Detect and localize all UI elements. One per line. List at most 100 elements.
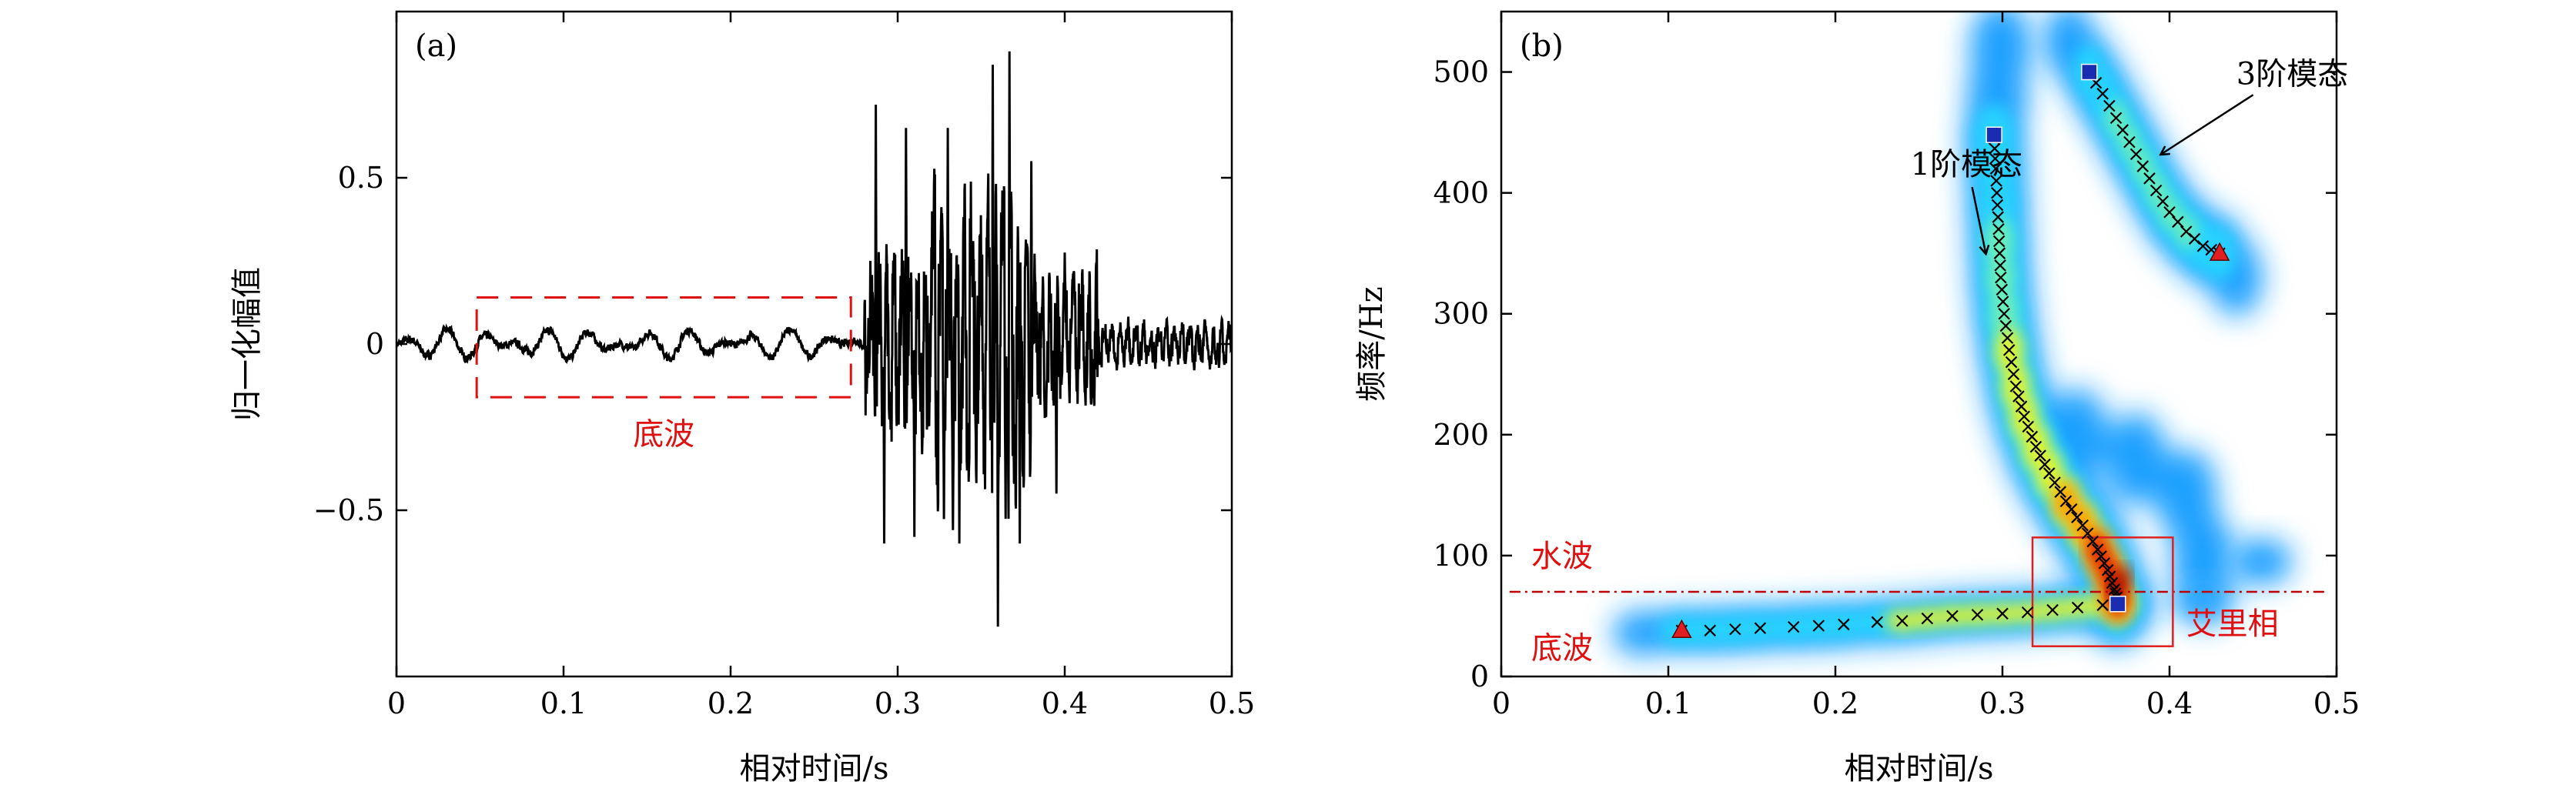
mode-1-ridge-point [1989,142,2001,155]
ground-wave-ridge-point [1871,616,1884,629]
mode-end-triangle-marker [2209,242,2230,261]
mode-3-ridge-point [2172,215,2184,229]
mode-1-ridge-point [2081,527,2094,539]
waveform-panel: 底波 0 0.1 0.2 0.3 0.4 0.5 −0.5 0 0.5 (a) 相对时间/s 归… [229,10,1255,787]
waveform-y-tick-label: 0 [366,327,384,361]
ground-wave-ridge-point [1838,618,1850,631]
waveform-trace-group [396,51,1232,627]
dispersion-y-tick-label: 100 [1433,539,1489,573]
panel-label-b: (b) [1520,28,1564,64]
dispersion-y-tick-label: 400 [1433,176,1489,210]
panel-label-a: (a) [415,28,457,64]
mode-1-ridge-point [2059,495,2073,507]
dispersion-y-tick-label: 0 [1470,660,1489,693]
mode-1-ridge-point [2103,570,2116,583]
mode-1-ridge-point [2001,332,2014,344]
mode-3-ridge-point [2109,112,2123,125]
mode-3-ridge-point [2149,184,2163,197]
mode-1-ridge-point [1999,319,2012,332]
mode-1-ridge-point [2007,368,2020,381]
mode-1-ridge-point [2022,420,2035,433]
ground-wave-halo-blob [2230,538,2293,585]
ground-wave-ridge-point [2096,599,2109,612]
mode-3-ridge-point [2163,205,2176,219]
mode-1-ridge-point [2091,543,2104,556]
mode-1-ridge-point [1990,186,2003,199]
ground-wave-ridge-point [1971,609,1984,621]
mode-1-ridge-point [2005,356,2018,369]
mode-1-ridge-point [2106,576,2119,590]
mode-1-ridge-point [2042,467,2056,479]
mode-1-ridge-point [1989,152,2002,165]
dispersion-y-tick-label: 200 [1433,418,1489,452]
mode-1-ridge-point [2034,449,2046,462]
ground-wave-ridge-point [1729,623,1741,636]
ground-wave-ridge-point [1754,622,1767,634]
ground-wave-ridge-point [1896,614,1909,627]
dispersion-annotation-label: 1阶模态 [1911,147,2022,182]
mode-1-halo-blob [2105,413,2167,506]
dispersion-y-tick-label: 500 [1433,55,1489,89]
ground-wave-ridge-point [2046,603,2059,616]
waveform-x-tick-label: 0.3 [875,686,921,720]
mode-1-ridge-point [2015,400,2028,413]
mode-1-ridge-point [2026,430,2039,443]
time-frequency-heatmap [1612,12,2293,656]
ground-wave-ridge-point [1787,620,1800,633]
mode-3-ridge-point [2123,135,2136,149]
waveform-axes: 0 0.1 0.2 0.3 0.4 0.5 −0.5 0 0.5 [313,10,1255,720]
mode-1-ridge-point [1989,162,2002,175]
mode-1-ridge-point [2101,563,2114,576]
mode-start-square-marker [1986,126,2002,143]
waveform-y-tick-label: −0.5 [313,493,384,527]
airy-peak-blob [2115,566,2131,589]
mode-start-square-marker [2109,595,2126,613]
ground-wave-halo-blob [1612,610,1674,656]
dispersion-x-tick-label: 0.3 [1979,686,2026,720]
mode-1-ridge-point [1993,247,2006,259]
ground-wave-box [475,296,852,399]
mode-1-ridge-point [2071,511,2083,523]
dispersion-x-axis-title: 相对时间/s [1844,751,1993,787]
mode-1-ridge-point [2018,410,2030,423]
dispersion-x-tick-label: 0.2 [1812,686,1858,720]
mode-1-ridge-point [2108,583,2121,596]
waveform-x-tick-label: 0 [387,686,406,720]
mode-1-ridge-point [1992,222,2005,235]
dispersion-annotation-label: 底波 [1531,630,1593,666]
ground-wave-ridge-point [2071,601,2084,614]
mode-3-ridge-point [2096,88,2109,100]
mode-1-ridge-point [1996,296,2009,308]
mode-3-ridge-point [2103,99,2116,112]
ground-wave-ridge-point [1704,624,1717,637]
ground-wave-label: 底波 [633,417,694,453]
ground-wave-ridge-point [1946,610,1959,623]
ground-wave-ridge-point [1996,607,2009,620]
dispersion-y-axis-title: 频率/Hz [1354,286,1390,401]
mode-endpoint-markers [1671,63,2230,639]
dispersion-annotation-label: 3阶模态 [2236,56,2348,92]
mode-start-square-marker [2081,63,2098,81]
mode-1-ridge-point [1992,235,2006,248]
waveform-x-tick-label: 0.5 [1209,686,1255,720]
mode-1-ridge-point [1998,307,2010,320]
mode-1-ridge-point [2054,486,2067,498]
dispersion-annotation-label: 艾里相 [2186,606,2279,642]
waveform-y-axis-title: 归一化幅值 [229,267,265,421]
mode-3-ridge-point [2156,195,2170,208]
mode-3-ridge-point [2129,148,2143,161]
dispersion-annotation-arrow [2161,94,2254,154]
waveform-x-tick-label: 0.2 [708,686,754,720]
mode-1-ridge-point [2009,380,2022,392]
dispersion-x-tick-label: 0 [1492,686,1510,720]
mode-1-ridge-point [1990,175,2002,187]
airy-phase-box [2031,536,2174,647]
mode-1-ridge-point [1992,211,2004,223]
mode-1-ridge-point [1995,271,2007,284]
waveform-y-tick-label: 0.5 [338,161,384,195]
mode-1-ridge-point [1996,283,2009,296]
dispersion-annotation-arrow [1971,186,1986,253]
waveform-x-axis-title: 相对时间/s [739,751,888,787]
